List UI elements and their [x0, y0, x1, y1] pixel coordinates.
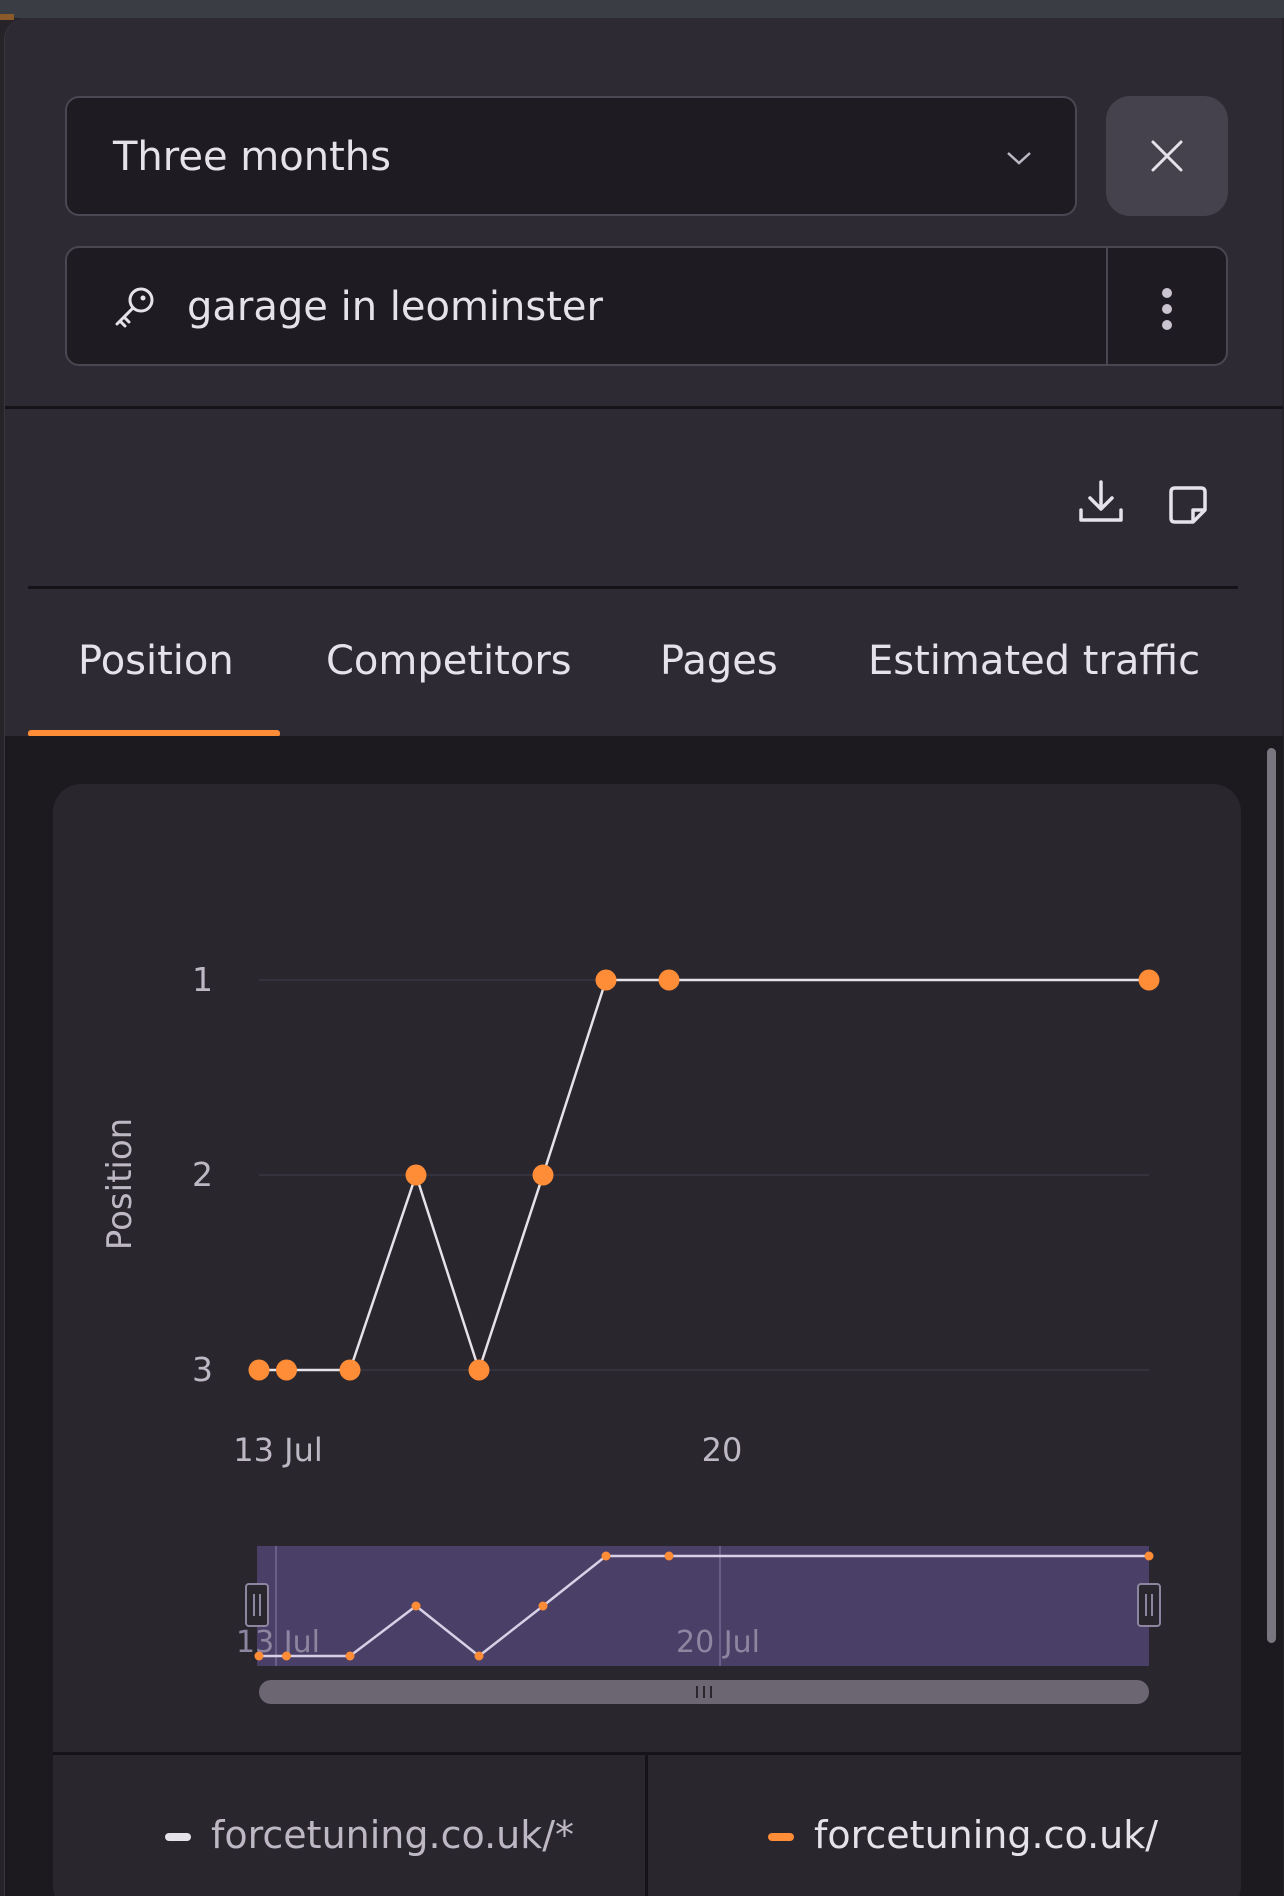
chart-legend: forcetuning.co.uk/* forcetuning.co.uk/: [53, 1752, 1241, 1896]
period-select[interactable]: Three months: [65, 96, 1077, 216]
keyword-field: garage in leominster: [65, 246, 1228, 366]
y-tick-label: 1: [192, 960, 213, 999]
data-point: [468, 1359, 490, 1381]
navigator-point: [664, 1551, 674, 1561]
navigator-point: [254, 1651, 264, 1661]
legend-label: forcetuning.co.uk/: [814, 1813, 1159, 1857]
data-point: [532, 1164, 554, 1186]
tab-position[interactable]: Position: [78, 638, 234, 684]
window-accent: [0, 14, 14, 20]
navigator-handle[interactable]: [1137, 1583, 1161, 1627]
navigator-tick-label: 20 Jul: [676, 1625, 760, 1660]
chevron-down-icon: [1007, 152, 1031, 165]
active-tab-indicator: [28, 730, 280, 737]
tab-bar: Position Competitors Pages Estimated tra…: [28, 608, 1238, 736]
key-icon: [115, 287, 154, 328]
data-point: [276, 1359, 297, 1381]
data-point: [405, 1164, 427, 1186]
keyword-panel: Three months garage in leominster: [4, 18, 1283, 1896]
navigator-handle[interactable]: [245, 1583, 269, 1627]
navigator-point: [411, 1601, 421, 1611]
data-point: [248, 1359, 270, 1381]
close-button[interactable]: [1106, 96, 1228, 216]
tab-estimated-traffic[interactable]: Estimated traffic: [868, 638, 1201, 684]
more-options-button[interactable]: [1106, 248, 1226, 364]
header-divider: [5, 406, 1283, 409]
dot-icon: [1162, 320, 1172, 330]
navigator-point: [474, 1651, 484, 1661]
tab-competitors[interactable]: Competitors: [326, 638, 572, 684]
navigator-point: [538, 1601, 548, 1611]
navigator-range: [257, 1546, 1149, 1666]
data-point: [339, 1359, 361, 1381]
navigator-point: [601, 1551, 611, 1561]
legend-label: forcetuning.co.uk/*: [211, 1813, 575, 1857]
y-axis-label: Position: [100, 1118, 140, 1250]
legend-swatch: [165, 1833, 191, 1841]
navigator-tick-label: 13 Jul: [236, 1625, 320, 1660]
y-tick-label: 2: [192, 1155, 213, 1194]
legend-item-all-pages[interactable]: forcetuning.co.uk/*: [53, 1755, 645, 1896]
y-tick-label: 3: [192, 1350, 213, 1389]
position-chart-card: 1 2 3 Position 13 Jul 20 13 Jul 20 Jul forcetun…: [53, 784, 1241, 1896]
close-icon: [1151, 140, 1183, 172]
keyword-text: garage in leominster: [187, 284, 603, 330]
note-icon[interactable]: [1167, 484, 1209, 526]
navigator-point: [345, 1651, 355, 1661]
data-point: [658, 969, 680, 991]
dot-icon: [1162, 288, 1172, 298]
window-top-strip: [0, 0, 1284, 20]
data-point: [595, 969, 617, 991]
legend-swatch: [768, 1833, 794, 1841]
x-tick-label: 20: [702, 1431, 743, 1469]
dot-icon: [1162, 304, 1172, 314]
position-chart: 1 2 3 Position 13 Jul 20 13 Jul 20 Jul: [100, 960, 1161, 1704]
x-tick-label: 13 Jul: [233, 1431, 323, 1469]
data-point: [1138, 969, 1160, 991]
download-icon[interactable]: [1077, 478, 1125, 526]
legend-separator: [645, 1755, 648, 1896]
content-scrollbar[interactable]: [1267, 748, 1276, 1643]
toolbar-divider: [28, 586, 1238, 589]
tab-pages[interactable]: Pages: [660, 638, 778, 684]
navigator-point: [282, 1651, 291, 1661]
legend-item-homepage[interactable]: forcetuning.co.uk/: [648, 1755, 1240, 1896]
period-select-value: Three months: [113, 134, 391, 180]
navigator-point: [1144, 1551, 1154, 1561]
